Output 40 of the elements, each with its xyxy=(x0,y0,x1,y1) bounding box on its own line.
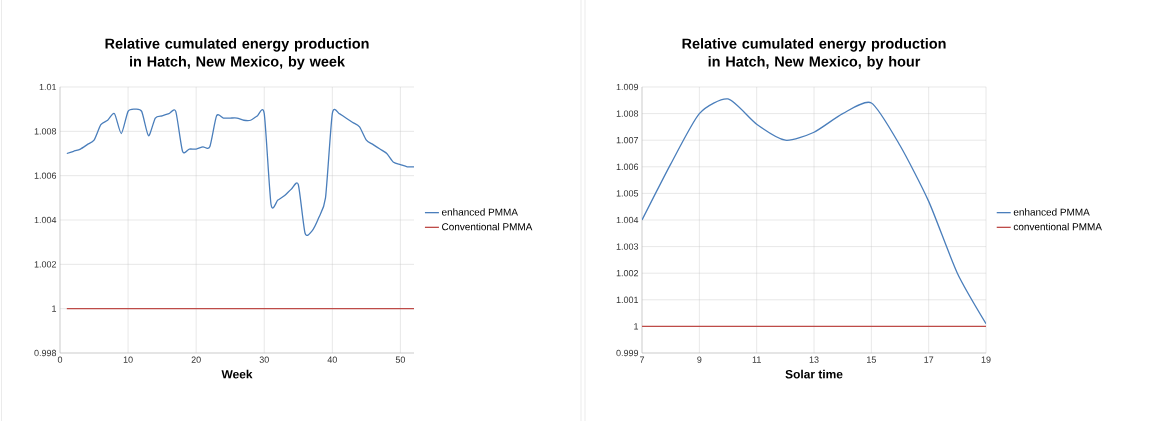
chart-title: Relative cumulated energy production in Hatch, New Mexico, by week xyxy=(105,38,369,70)
y-tick-label: 0.998 xyxy=(34,349,57,357)
legend-label: Conventional PMMA xyxy=(442,222,533,231)
legend-label: enhanced PMMA xyxy=(1013,208,1090,216)
y-tick-label: 1.01 xyxy=(39,83,57,91)
x-tick-label: 10 xyxy=(123,356,133,363)
x-tick-label: 9 xyxy=(697,356,702,363)
y-tick-label: 1.008 xyxy=(616,110,639,117)
x-tick-label: 13 xyxy=(809,356,819,363)
y-tick-label: 1.003 xyxy=(616,243,639,250)
x-tick-label: 19 xyxy=(981,356,991,363)
line-series xyxy=(642,98,987,325)
y-tick-label: 1.006 xyxy=(34,172,57,179)
x-tick-label: 7 xyxy=(639,356,645,363)
x-tick-label: 50 xyxy=(395,356,406,363)
y-tick-label: 1.002 xyxy=(616,270,639,277)
y-tick-label: 1.005 xyxy=(616,190,639,197)
y-tick-label: 0.999 xyxy=(616,349,639,357)
x-axis-title: Week xyxy=(221,369,253,379)
y-tick-label: 1.009 xyxy=(616,83,639,91)
x-tick-label: 30 xyxy=(259,356,269,363)
y-tick-label: 1.002 xyxy=(34,261,57,268)
y-tick-label: 1.008 xyxy=(34,128,57,135)
x-tick-label: 17 xyxy=(924,356,934,363)
x-tick-label: 0 xyxy=(57,356,63,363)
x-tick-label: 40 xyxy=(327,356,337,363)
x-tick-label: 15 xyxy=(867,356,876,363)
chart-title: Relative cumulated energy production in Hatch, New Mexico, by hour xyxy=(682,38,946,70)
y-tick-label: 1 xyxy=(634,323,639,330)
legend-label: enhanced PMMA xyxy=(441,208,518,216)
y-tick-label: 1.004 xyxy=(34,216,57,224)
y-tick-label: 1.001 xyxy=(616,296,639,303)
x-tick-label: 20 xyxy=(191,356,201,363)
y-tick-label: 1.007 xyxy=(616,137,639,144)
y-tick-label: 1 xyxy=(52,305,57,312)
y-tick-label: 1.006 xyxy=(616,163,639,170)
x-tick-label: 11 xyxy=(752,356,761,363)
legend-label: conventional PMMA xyxy=(1013,222,1102,231)
y-tick-label: 1.004 xyxy=(616,216,639,224)
x-axis-title: Solar time xyxy=(785,369,843,379)
